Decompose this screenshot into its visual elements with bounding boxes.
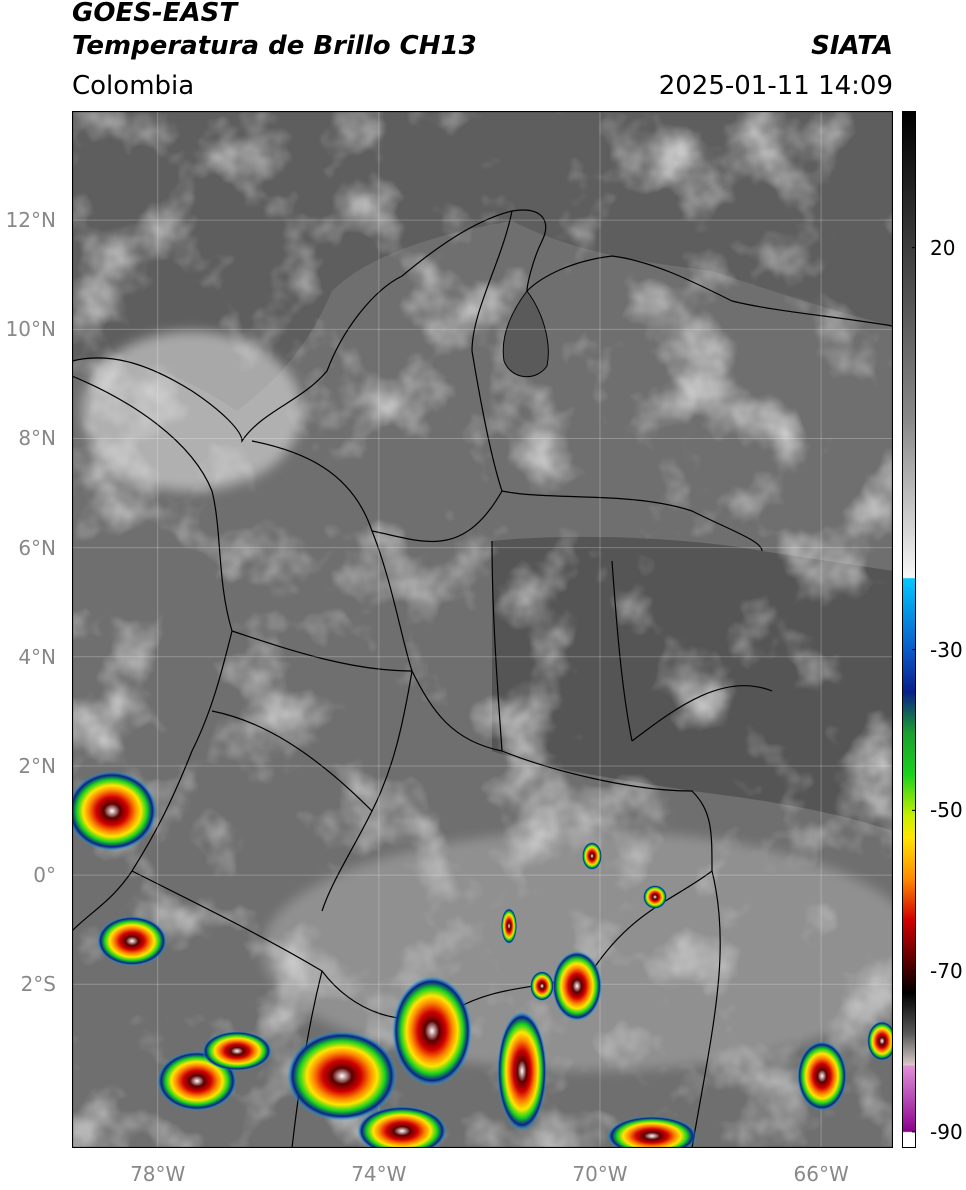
satellite-map [72, 111, 893, 1148]
storm-cell [97, 916, 167, 966]
lon-tick-label: 70°W [572, 1162, 628, 1186]
storm-cell [643, 885, 667, 909]
brand-label: SIATA [811, 31, 893, 61]
dept-7 [611, 560, 633, 742]
cloud-mass-pacific [82, 331, 302, 491]
dept-2 [371, 490, 503, 543]
colorbar-tick-label: 20 [930, 235, 956, 260]
storm-cell [497, 1011, 547, 1131]
lon-tick-label: 74°W [351, 1162, 407, 1186]
lat-tick-label: 8°N [18, 426, 56, 451]
border-ven-col [471, 210, 763, 552]
colorbar-tick-label: -50 [930, 798, 963, 823]
lat-tick-label: 2°N [18, 753, 56, 778]
lat-tick-label: 10°N [5, 317, 56, 342]
product-title: Temperatura de Brillo CH13 [72, 31, 477, 61]
lon-tick-label: 66°W [793, 1162, 849, 1186]
storm-cell [392, 976, 472, 1086]
colorbar-tick-label: -90 [930, 1119, 963, 1144]
storm-cell [357, 1106, 447, 1148]
colorbar [902, 111, 916, 1148]
lat-tick-label: 6°N [18, 535, 56, 560]
storm-cell [72, 771, 157, 851]
colorbar-frame [902, 111, 916, 1148]
timestamp-label: 2025-01-11 14:09 [658, 71, 893, 101]
coastline-pacific [72, 375, 233, 932]
graticule [72, 111, 893, 1148]
lon-tick-label: 78°W [130, 1162, 186, 1186]
colorbar-tick-label: -30 [930, 637, 963, 662]
storm-cell [867, 1021, 893, 1061]
storm-cell [582, 842, 602, 870]
dept-8 [631, 685, 773, 742]
colorbar-tick-label: -70 [930, 959, 963, 984]
coastline-caribbean [72, 209, 893, 443]
storm-cells [72, 771, 893, 1148]
storm-cell [552, 951, 602, 1021]
storm-cell [797, 1041, 847, 1111]
storm-cell [607, 1116, 697, 1148]
lat-tick-label: 12°N [5, 208, 56, 233]
storm-cell [202, 1031, 272, 1071]
lat-tick-label: 0° [33, 863, 56, 888]
borders [72, 209, 893, 1148]
map-frame [72, 111, 893, 1148]
storm-cell [501, 908, 517, 944]
satellite-title: GOES-EAST [72, 0, 238, 28]
lat-tick-label: 2°S [20, 972, 56, 997]
storm-cell [530, 971, 554, 1001]
region-label: Colombia [72, 71, 195, 101]
lake-maracaibo [502, 290, 549, 378]
dept-6 [491, 540, 503, 752]
storm-cell [287, 1031, 397, 1121]
lat-tick-label: 4°N [18, 644, 56, 669]
border-brazil [691, 870, 721, 1148]
colorbar-fill [902, 111, 916, 1148]
dept-5 [211, 710, 373, 812]
